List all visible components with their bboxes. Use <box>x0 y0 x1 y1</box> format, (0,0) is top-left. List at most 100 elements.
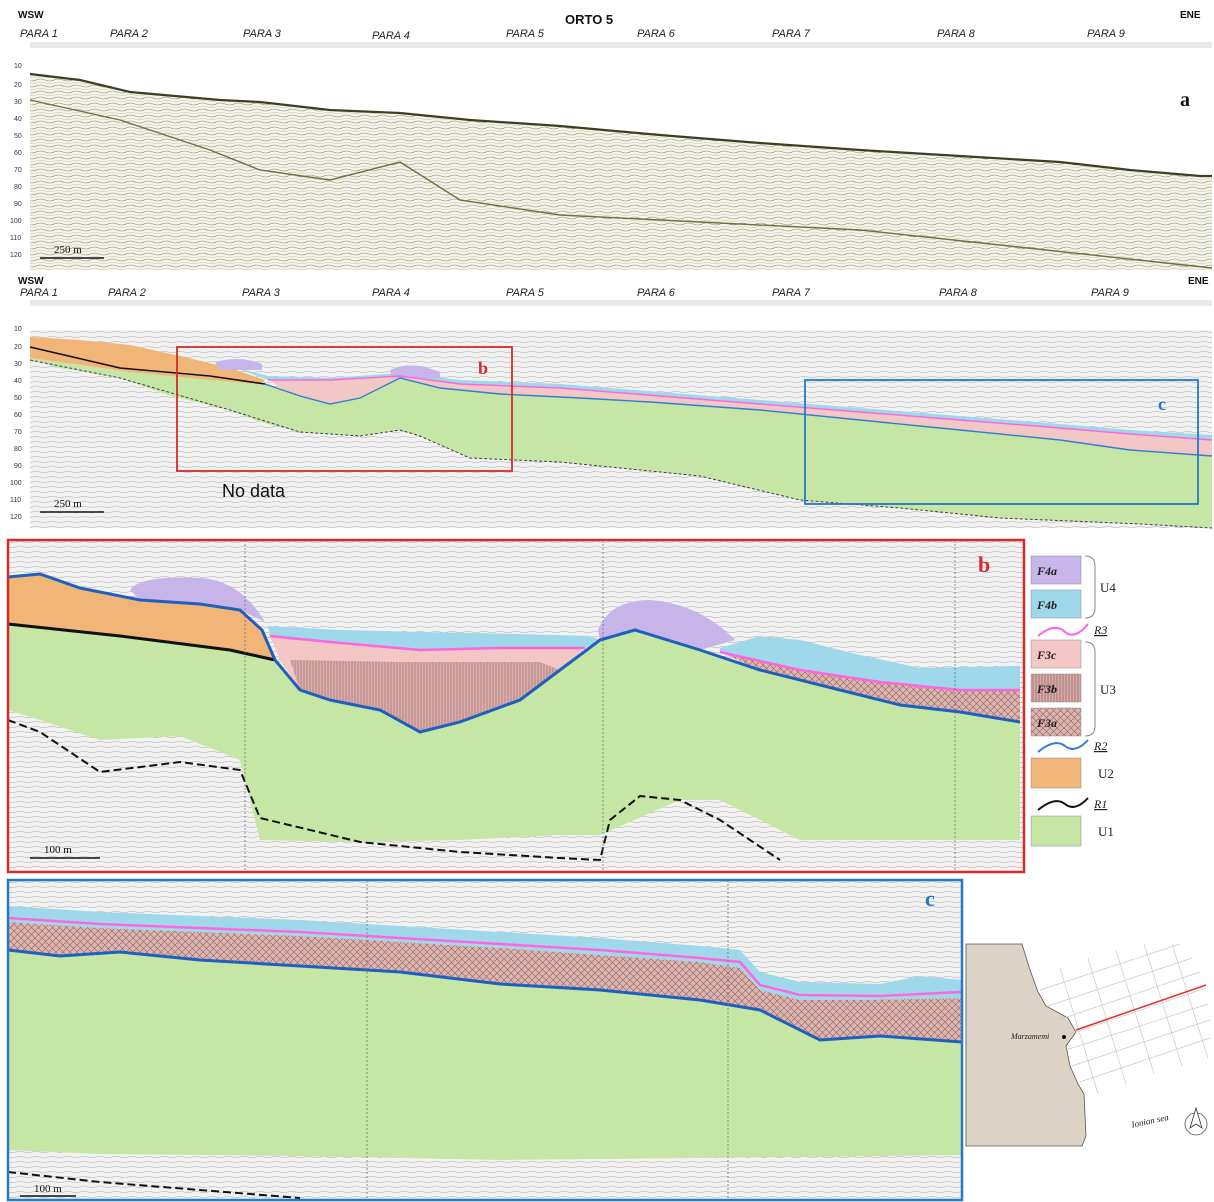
box-c-label: c <box>1158 394 1166 414</box>
svg-text:PARA 3: PARA 3 <box>242 287 281 299</box>
svg-text:F3a: F3a <box>1036 716 1057 730</box>
svg-text:40: 40 <box>14 378 22 385</box>
marzamemi-marker <box>1062 1035 1066 1039</box>
para-label-a: PARA 4 <box>372 30 410 42</box>
svg-text:U2: U2 <box>1098 766 1114 781</box>
north-arrow-icon <box>1184 1106 1208 1136</box>
svg-text:100 m: 100 m <box>34 1183 62 1195</box>
panel-a: WSW ENE ORTO 5 PARA 1 PARA 2 PARA 3 PARA… <box>10 10 1213 270</box>
panel-c-frame <box>6 878 964 1202</box>
scale-bar-a: 250 m <box>40 244 104 259</box>
legend: F4a F4b U4 R3 F3c F3b F3a U3 R2 <box>1030 555 1116 847</box>
svg-text:10: 10 <box>14 326 22 333</box>
scale-bar-b: 100 m <box>30 844 100 859</box>
r2-reflector-c <box>7 948 963 1044</box>
para-label-a: PARA 3 <box>243 28 282 40</box>
unit-u1-i <box>30 358 1212 528</box>
svg-text:110: 110 <box>10 497 21 504</box>
svg-text:R2: R2 <box>1093 739 1107 753</box>
land-mass <box>965 943 1087 1147</box>
box-c <box>804 379 1199 505</box>
svg-text:120: 120 <box>10 514 22 521</box>
svg-text:PARA 4: PARA 4 <box>372 287 410 299</box>
unit-u1-b <box>8 624 1020 842</box>
svg-text:60: 60 <box>14 150 22 157</box>
r3-reflector-i <box>268 375 1213 441</box>
trace-ruler-i <box>30 300 1212 306</box>
scale-bar-i: 250 m <box>40 498 104 513</box>
svg-text:R3: R3 <box>1093 623 1107 637</box>
unit-f4a-b <box>130 577 735 650</box>
unit-u2-i <box>30 337 265 384</box>
legend-item-u2: U2 <box>1030 757 1114 789</box>
svg-text:F4a: F4a <box>1036 564 1057 578</box>
svg-text:30: 30 <box>14 99 22 106</box>
para-labels-i: PARA 1 PARA 2 PARA 3 PARA 4 PARA 5 PARA … <box>20 287 1129 299</box>
svg-text:PARA 6: PARA 6 <box>637 287 676 299</box>
legend-item-r2: R2 <box>1037 739 1107 753</box>
svg-text:100 m: 100 m <box>44 844 72 856</box>
legend-item-f3a: F3a <box>1030 707 1082 737</box>
svg-text:110: 110 <box>10 235 21 242</box>
svg-text:PARA 7: PARA 7 <box>772 287 811 299</box>
svg-text:PARA 8: PARA 8 <box>939 287 978 299</box>
unit-f3b-b <box>290 660 560 732</box>
panel-b: b 100 m <box>6 538 1026 874</box>
legend-item-r3: R3 <box>1037 623 1107 637</box>
svg-text:70: 70 <box>14 167 22 174</box>
svg-text:U1: U1 <box>1098 824 1114 839</box>
svg-text:40: 40 <box>14 116 22 123</box>
para-label-a: PARA 7 <box>772 28 811 40</box>
direction-left-a: WSW <box>18 10 44 21</box>
unit-u2-b <box>8 574 275 660</box>
svg-text:60: 60 <box>14 412 22 419</box>
legend-item-f4b: F4b <box>1030 589 1082 619</box>
para-label-a: PARA 5 <box>506 28 545 40</box>
para-labels-a: PARA 1 PARA 2 PARA 3 PARA 4 PARA 5 PARA … <box>20 28 1125 42</box>
profile-title: ORTO 5 <box>565 12 613 27</box>
svg-text:250 m: 250 m <box>54 498 82 510</box>
direction-right-i: ENE <box>1188 276 1209 287</box>
legend-item-f3b: F3b <box>1030 673 1082 703</box>
legend-item-f3c: F3c <box>1030 639 1082 669</box>
unit-f4a-i <box>215 358 440 378</box>
grid-lines <box>1039 943 1211 1095</box>
svg-text:50: 50 <box>14 133 22 140</box>
svg-text:250 m: 250 m <box>54 244 82 256</box>
legend-item-f4a: F4a <box>1030 555 1082 585</box>
box-b <box>176 346 513 472</box>
svg-text:90: 90 <box>14 463 22 470</box>
svg-text:PARA 5: PARA 5 <box>506 287 545 299</box>
legend-item-u1: U1 <box>1030 815 1114 847</box>
depth-axis-a: 10 20 30 40 50 60 70 80 90 100 110 120 <box>10 63 22 259</box>
svg-text:PARA 2: PARA 2 <box>108 287 146 299</box>
svg-text:PARA 9: PARA 9 <box>1091 287 1129 299</box>
panel-interpreted: WSW ENE PARA 1 PARA 2 PARA 3 PARA 4 PARA… <box>10 276 1213 529</box>
unit-u1-c <box>8 950 962 1160</box>
svg-text:20: 20 <box>14 82 22 89</box>
panel-letter-b: b <box>978 552 990 577</box>
no-data-label: No data <box>222 481 286 501</box>
legend-item-r1: R1 <box>1037 797 1107 811</box>
svg-text:50: 50 <box>14 395 22 402</box>
svg-text:120: 120 <box>10 252 22 259</box>
direction-left-i: WSW <box>18 276 44 287</box>
profile-track <box>1075 984 1207 1031</box>
r2-reflector-i <box>264 377 1213 457</box>
panel-b-frame <box>6 538 1026 874</box>
svg-text:100: 100 <box>10 480 22 487</box>
r3-reflector-b <box>269 634 1020 692</box>
group-u4-label: U4 <box>1100 580 1116 595</box>
svg-text:100: 100 <box>10 218 22 225</box>
svg-text:20: 20 <box>14 344 22 351</box>
r2-reflector-b <box>7 572 1021 734</box>
svg-text:F3b: F3b <box>1036 682 1057 696</box>
para-label-a: PARA 1 <box>20 28 58 40</box>
sea-label: Ionian sea <box>1130 1112 1170 1130</box>
group-u3-label: U3 <box>1100 682 1116 697</box>
seafloor-reflector-a <box>29 72 1212 178</box>
direction-right-a: ENE <box>1180 10 1201 21</box>
para-label-a: PARA 6 <box>637 28 676 40</box>
svg-text:F4b: F4b <box>1036 598 1057 612</box>
